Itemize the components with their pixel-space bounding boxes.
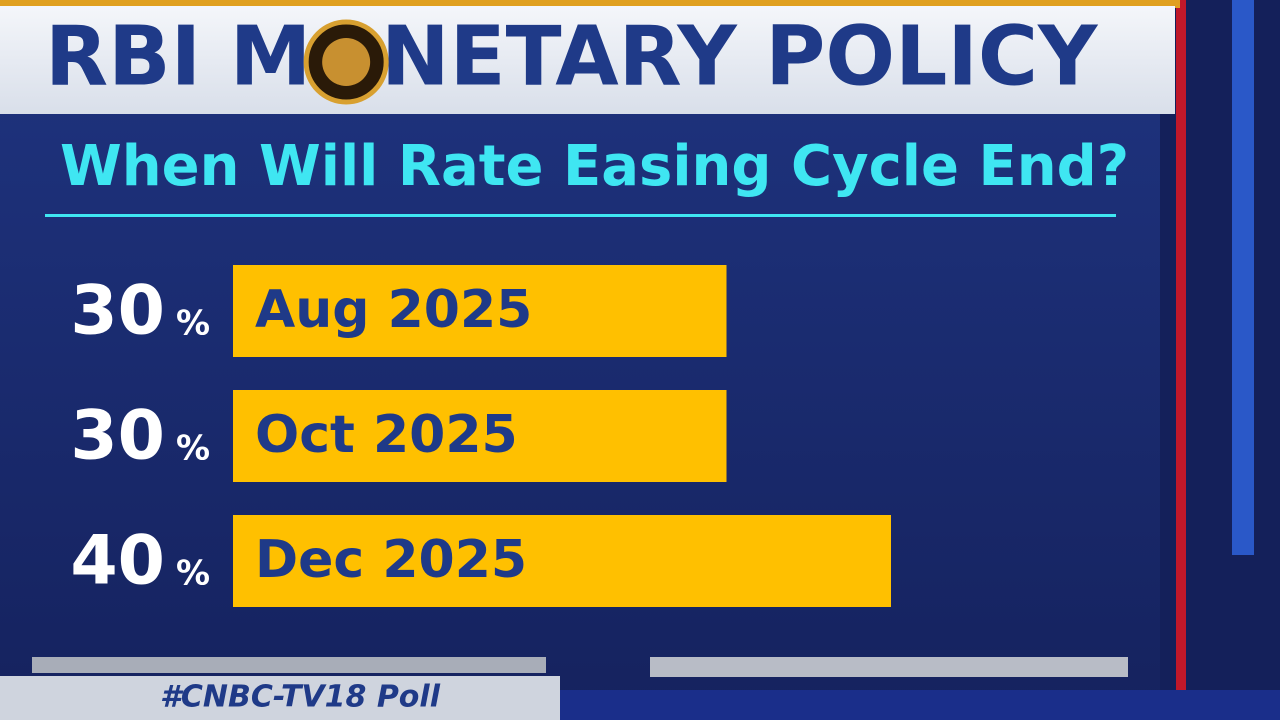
category-label: Aug 2025 <box>255 280 532 340</box>
bar <box>233 515 891 607</box>
footer-text: #CNBC-TV18 Poll <box>160 680 441 715</box>
rbi-logo-inner <box>322 38 371 86</box>
bar <box>233 390 727 482</box>
shelf <box>32 657 546 673</box>
value-label: 30 <box>70 397 165 476</box>
value-unit: % <box>176 304 210 344</box>
blue-frame <box>1232 0 1254 555</box>
chart-title: RBI MONETARY POLICY <box>45 9 1099 104</box>
value-label: 30 <box>70 272 165 351</box>
bar <box>233 265 727 357</box>
chart-subtitle: When Will Rate Easing Cycle End? <box>60 134 1129 199</box>
value-unit: % <box>176 554 210 594</box>
value-label: 40 <box>70 522 165 601</box>
subtitle-rule <box>45 214 1116 217</box>
red-frame <box>1176 0 1186 720</box>
top-stripe <box>0 0 1180 8</box>
header-band <box>0 6 1175 114</box>
category-label: Oct 2025 <box>255 405 518 465</box>
category-label: Dec 2025 <box>255 530 527 590</box>
shelf <box>650 657 1128 677</box>
footer-strip <box>560 690 1280 720</box>
value-unit: % <box>176 429 210 469</box>
footer-band <box>0 676 560 720</box>
